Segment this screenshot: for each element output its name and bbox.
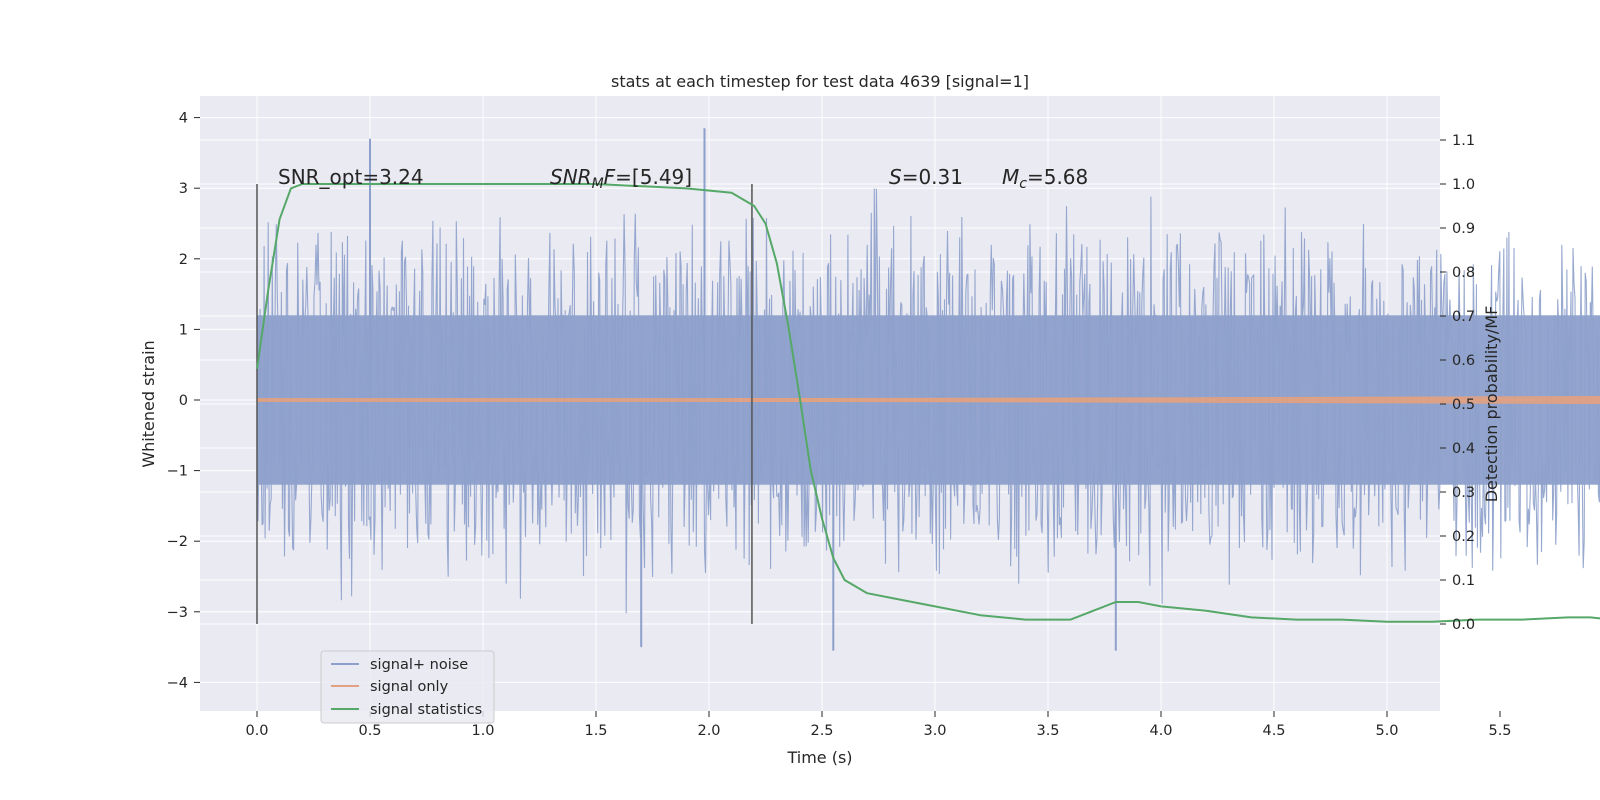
x-axis-label: Time (s) — [786, 748, 852, 767]
x-tick-label: 1.5 — [584, 723, 607, 739]
annotation-s: S=0.31 — [889, 165, 963, 189]
annotation-mc-sub: c — [1019, 176, 1027, 192]
y-right-tick-label: 0.6 — [1452, 353, 1475, 369]
y-right-tick-label: 0.0 — [1452, 617, 1475, 633]
legend-label-stats: signal statistics — [370, 702, 482, 718]
y-axis-label-left: Whitened strain — [139, 340, 158, 467]
y-axis-ticks-left: 4 3 2 1 0 −1 −2 −3 −4 — [167, 111, 200, 691]
annotations: SNR_opt=3.24 SNRMF=[5.49] S=0.31 Mc=5.68 — [278, 165, 1088, 192]
x-axis-ticks: 0.00.51.01.52.02.53.03.54.04.55.05.56.06… — [245, 711, 1512, 739]
y-right-tick-label: 0.8 — [1452, 265, 1475, 281]
x-tick-label: 3.5 — [1036, 723, 1059, 739]
x-tick-label: 2.0 — [697, 723, 720, 739]
y-left-tick-label: −4 — [167, 675, 188, 691]
y-right-tick-label: 0.9 — [1452, 221, 1475, 237]
annotation-s-value: =0.31 — [902, 165, 963, 189]
x-tick-label: 1.0 — [471, 723, 494, 739]
y-left-tick-label: 0 — [179, 393, 188, 409]
annotation-snr-mf: SNRMF=[5.49] — [550, 165, 692, 192]
y-left-tick-label: 3 — [179, 181, 188, 197]
y-right-tick-label: 1.0 — [1452, 177, 1475, 193]
y-left-tick-label: −1 — [167, 464, 188, 480]
y-right-tick-label: 0.3 — [1452, 485, 1475, 501]
y-right-tick-label: 0.1 — [1452, 573, 1475, 589]
x-tick-label: 5.0 — [1375, 723, 1398, 739]
x-tick-label: 0.0 — [245, 723, 268, 739]
signal-statistics-line — [256, 183, 1600, 623]
annotation-snr-mf-tail-f: F — [604, 165, 616, 189]
x-tick-label: 4.0 — [1149, 723, 1172, 739]
signal-statistics-series — [256, 183, 1600, 623]
y-axis-label-right: Detection probability/MF — [1482, 306, 1501, 503]
x-tick-label: 2.5 — [810, 723, 833, 739]
legend: signal+ noise signal only signal statist… — [320, 650, 495, 724]
vertical-markers — [256, 184, 753, 624]
x-tick-label: 4.5 — [1262, 723, 1285, 739]
signal-only-series — [256, 396, 1600, 404]
y-left-tick-label: 1 — [179, 322, 188, 338]
y-right-tick-label: 0.5 — [1452, 397, 1475, 413]
annotation-mc-value: =5.68 — [1027, 165, 1088, 189]
legend-label-noise: signal+ noise — [370, 657, 468, 673]
legend-box — [320, 650, 495, 724]
y-left-tick-label: −3 — [167, 605, 188, 621]
y-right-tick-label: 0.2 — [1452, 529, 1475, 545]
chart-title: stats at each timestep for test data 463… — [611, 72, 1029, 91]
legend-label-signal: signal only — [370, 679, 449, 695]
y-left-tick-label: 2 — [179, 252, 188, 268]
annotation-snr-mf-sub: M — [592, 176, 604, 192]
y-right-tick-label: 0.7 — [1452, 309, 1475, 325]
annotation-snr-opt: SNR_opt=3.24 — [278, 165, 424, 189]
y-right-tick-label: 0.4 — [1452, 441, 1475, 457]
annotation-mc: Mc=5.68 — [1002, 165, 1088, 192]
y-axis-ticks-right: 1.1 1.0 0.9 0.8 0.7 0.6 0.5 0.4 0.3 0.2 0.1 0.0 — [1440, 133, 1475, 633]
y-left-tick-label: 4 — [179, 111, 188, 127]
annotation-snr-mf-value: =[5.49] — [615, 165, 692, 189]
x-tick-label: 5.5 — [1488, 723, 1511, 739]
annotation-mc-main: M — [1002, 165, 1019, 189]
x-tick-label: 3.0 — [923, 723, 946, 739]
x-tick-label: 0.5 — [358, 723, 381, 739]
annotation-snr-mf-main: SNR — [550, 165, 592, 189]
y-right-tick-label: 1.1 — [1452, 133, 1475, 149]
y-left-tick-label: −2 — [167, 534, 188, 550]
annotation-s-main: S — [889, 165, 902, 189]
